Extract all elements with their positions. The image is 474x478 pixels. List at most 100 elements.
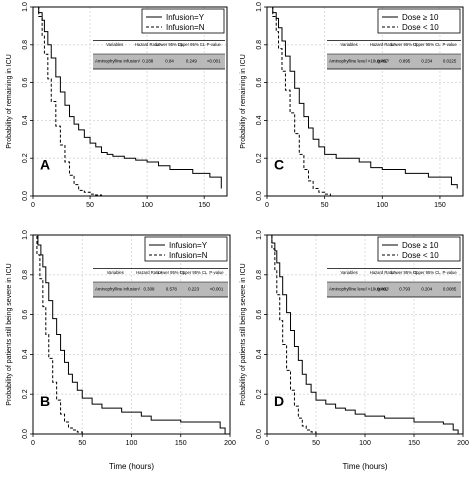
y-tick-label: 0.2 bbox=[22, 153, 29, 163]
x-tick-label: 50 bbox=[86, 202, 94, 209]
legend-label: Dose < 10 bbox=[402, 23, 439, 32]
panel-a: 0.0 0.2 0.4 0.6 0.8 1.0 0 50 100 150 Probability o… bbox=[6, 2, 228, 209]
y-tick-label: 0.2 bbox=[256, 389, 263, 399]
y-tick-label: 0.4 bbox=[256, 349, 263, 359]
y-tick-label: 0.8 bbox=[22, 40, 29, 50]
x-tick-label: 150 bbox=[408, 440, 420, 447]
panel-letter: A bbox=[40, 157, 50, 173]
y-tick-label: 0.8 bbox=[256, 270, 263, 280]
stats-table-cell: Aminophylline infusion¹ bbox=[95, 287, 141, 292]
stats-table-cell: 0.223 bbox=[188, 287, 200, 292]
stats-table-header: Variables bbox=[106, 42, 123, 47]
x-tick-label: 150 bbox=[198, 202, 210, 209]
y-tick-label: 0.0 bbox=[22, 191, 29, 201]
x-tick-label: 200 bbox=[457, 440, 469, 447]
y-tick-label: 0.6 bbox=[256, 78, 263, 88]
stats-table-header: Hazard Ratio¹ bbox=[135, 42, 161, 47]
y-tick-label: 0.0 bbox=[256, 191, 263, 201]
stats-table-header: Lower 95% CL bbox=[156, 42, 184, 47]
stats-table-header: Upper 95% CL bbox=[178, 42, 206, 47]
km-curve-solid bbox=[33, 234, 226, 434]
stats-table-cell: 0.84 bbox=[165, 59, 174, 64]
y-axis-title: Probability of remaining in ICU bbox=[6, 54, 13, 149]
legend-label: Dose ≥ 10 bbox=[402, 13, 439, 22]
stats-table-row-bg bbox=[327, 282, 461, 297]
y-tick-label: 0.4 bbox=[22, 115, 29, 125]
km-curve-dashed bbox=[33, 234, 83, 434]
y-tick-label: 0.2 bbox=[22, 389, 29, 399]
stats-table-header: Upper 95% CL bbox=[413, 270, 441, 275]
stats-table-cell: <0.001 bbox=[207, 59, 221, 64]
panel-b: 0.0 0.2 0.4 0.6 0.8 1.0 0 50 100 150 200 Probabilit… bbox=[6, 230, 236, 447]
stats-table-row-bg bbox=[93, 282, 228, 297]
km-curve-dashed bbox=[33, 6, 102, 196]
stats-table-cell: 0.249 bbox=[186, 59, 198, 64]
x-tick-label: 100 bbox=[376, 202, 388, 209]
x-tick-label: 0 bbox=[31, 440, 35, 447]
x-tick-label: 0 bbox=[265, 440, 269, 447]
y-tick-label: 1.0 bbox=[256, 230, 263, 240]
km-curve-solid bbox=[267, 6, 458, 189]
km-curve-dashed bbox=[267, 6, 331, 196]
plot-frame bbox=[32, 6, 228, 197]
panel-c: 0.0 0.2 0.4 0.6 0.8 1.0 0 50 100 150 Probability o… bbox=[240, 2, 464, 209]
y-tick-label: 0.2 bbox=[256, 153, 263, 163]
stats-table-cell: Aminophylline level >10ug/mL¹ bbox=[329, 59, 389, 64]
stats-table-header: Hazard Ratio¹ bbox=[370, 42, 396, 47]
legend-box bbox=[377, 8, 461, 34]
y-tick-label: 0.8 bbox=[256, 40, 263, 50]
y-tick-label: 1.0 bbox=[256, 2, 263, 12]
stats-table-cell: 0.204 bbox=[421, 287, 433, 292]
legend-box bbox=[144, 236, 228, 262]
panel-letter: C bbox=[274, 157, 284, 173]
x-tick-label: 150 bbox=[434, 202, 446, 209]
stats-table-cell: 0.578 bbox=[166, 287, 178, 292]
y-tick-label: 0.4 bbox=[256, 115, 263, 125]
stats-table-header: Upper 95% CL bbox=[413, 42, 441, 47]
y-tick-label: 0.4 bbox=[22, 349, 29, 359]
x-tick-label: 50 bbox=[78, 440, 86, 447]
stats-table-row-bg bbox=[327, 54, 461, 69]
stats-table-header: P-value bbox=[209, 270, 224, 275]
stats-table-header: P-value bbox=[443, 270, 458, 275]
stats-table-cell: Aminophylline infusion¹ bbox=[95, 59, 141, 64]
legend-label: Dose ≥ 10 bbox=[402, 241, 439, 250]
x-tick-label: 0 bbox=[265, 202, 269, 209]
legend-label: Infusion=Y bbox=[169, 241, 208, 250]
panel-letter: D bbox=[274, 393, 284, 409]
stats-table-header: P-value bbox=[443, 42, 458, 47]
stats-table-cell: 0.234 bbox=[421, 59, 433, 64]
stats-table-header: Lower 95% CL bbox=[391, 42, 419, 47]
stats-table-cell: 0.793 bbox=[399, 287, 411, 292]
stats-table-cell: Aminophylline level >10ug/mL¹ bbox=[329, 287, 389, 292]
legend-label: Infusion=N bbox=[166, 23, 205, 32]
stats-table-header: Lower 95% CL bbox=[391, 270, 419, 275]
stats-table-header: Variables bbox=[341, 270, 358, 275]
y-tick-label: 0.6 bbox=[22, 78, 29, 88]
panel-d: 0.0 0.2 0.4 0.6 0.8 1.0 0 50 100 150 200 Probabilit… bbox=[240, 230, 469, 447]
stats-table-cell: 0.308 bbox=[144, 287, 156, 292]
stats-table-header: Variables bbox=[341, 42, 358, 47]
stats-table-header: Lower 95% CL bbox=[158, 270, 186, 275]
stats-table-cell: 0.402 bbox=[377, 287, 389, 292]
y-axis-title: Probability of patients still being seve… bbox=[240, 263, 247, 405]
x-tick-label: 150 bbox=[175, 440, 187, 447]
km-curve-solid bbox=[267, 234, 459, 434]
legend-label: Dose < 10 bbox=[402, 251, 439, 260]
x-tick-label: 100 bbox=[126, 440, 138, 447]
plot-frame bbox=[266, 6, 464, 197]
y-tick-label: 0.6 bbox=[256, 310, 263, 320]
y-tick-label: 0.0 bbox=[22, 429, 29, 439]
stats-table-header: Hazard Ratio¹ bbox=[370, 270, 396, 275]
km-curve-dashed bbox=[267, 234, 317, 434]
x-tick-label: 50 bbox=[312, 440, 320, 447]
x-axis-title: Time (hours) bbox=[342, 462, 387, 471]
